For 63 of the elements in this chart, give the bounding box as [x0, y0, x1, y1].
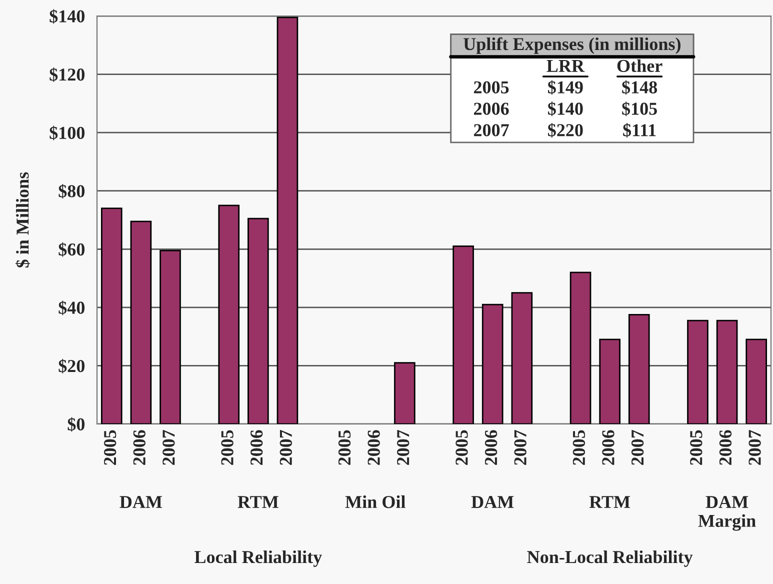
annotation: $111: [623, 123, 656, 138]
bar: [599, 338, 620, 424]
text: Min Oil: [345, 495, 406, 508]
x-tick-label: 2005: [456, 430, 468, 465]
annotation: $140: [548, 102, 583, 116]
bar: [482, 304, 504, 424]
annotation: 2007: [474, 124, 509, 136]
bar: [628, 314, 650, 424]
annotation: 2005: [474, 81, 509, 94]
bar: [160, 250, 181, 424]
y-tick-label: $0: [68, 417, 85, 432]
text: RTM: [589, 496, 630, 508]
bar: [511, 292, 533, 424]
y-tick-label: $60: [58, 242, 85, 257]
x-tick-label: 2007: [631, 430, 644, 465]
x-tick-label: 2005: [221, 430, 234, 465]
x-tick-label: 2006: [602, 430, 614, 465]
text: RTM: [238, 496, 278, 508]
annotation: Uplift Expenses (in millions): [464, 37, 680, 54]
bar: [130, 220, 152, 424]
bar: [687, 320, 708, 424]
text: DAM: [471, 496, 514, 508]
annotation: $148: [622, 80, 658, 95]
x-tick-label: 2007: [748, 430, 761, 465]
x-tick-label: 2006: [719, 430, 732, 465]
y-tick-label: $40: [58, 300, 85, 316]
x-tick-label: 2007: [397, 430, 410, 465]
text: Local Reliability: [194, 550, 322, 567]
bar: [746, 338, 768, 424]
bar: [248, 218, 269, 424]
x-tick-label: 2006: [368, 430, 380, 465]
annotation: Other: [617, 59, 662, 72]
x-tick-label: 2006: [484, 430, 498, 465]
bar: [570, 272, 592, 424]
bar: [276, 16, 298, 424]
y-tick-label: $80: [58, 184, 85, 198]
bar: [100, 208, 122, 424]
y-axis-title: $ in Millions: [16, 172, 30, 268]
bar: [218, 204, 240, 424]
x-tick-label: 2005: [104, 430, 116, 465]
y-tick-label: $100: [50, 126, 85, 140]
x-tick-label: 2007: [514, 430, 526, 465]
x-tick-label: 2005: [690, 430, 702, 465]
annotation: $220: [548, 123, 583, 138]
bar: [716, 320, 738, 424]
y-tick-label: $20: [58, 358, 85, 374]
annotation: $149: [548, 80, 583, 95]
bar: [394, 362, 416, 424]
x-tick-label: 2005: [572, 430, 586, 465]
annotation: 2006: [474, 102, 509, 115]
text: DAM Margin: [698, 496, 756, 531]
bar: [452, 246, 474, 424]
annotation: LRR: [546, 60, 585, 72]
x-tick-label: 2005: [338, 430, 351, 465]
annotation: $105: [622, 102, 657, 116]
x-tick-label: 2006: [250, 430, 263, 465]
text: Non-Local Reliability: [527, 550, 693, 567]
y-tick-label: $120: [50, 67, 85, 82]
x-tick-label: 2006: [133, 430, 146, 465]
x-tick-label: 2007: [280, 430, 292, 465]
text: DAM: [120, 496, 162, 508]
x-tick-label: 2007: [162, 430, 175, 465]
y-tick-label: $140: [50, 9, 85, 24]
